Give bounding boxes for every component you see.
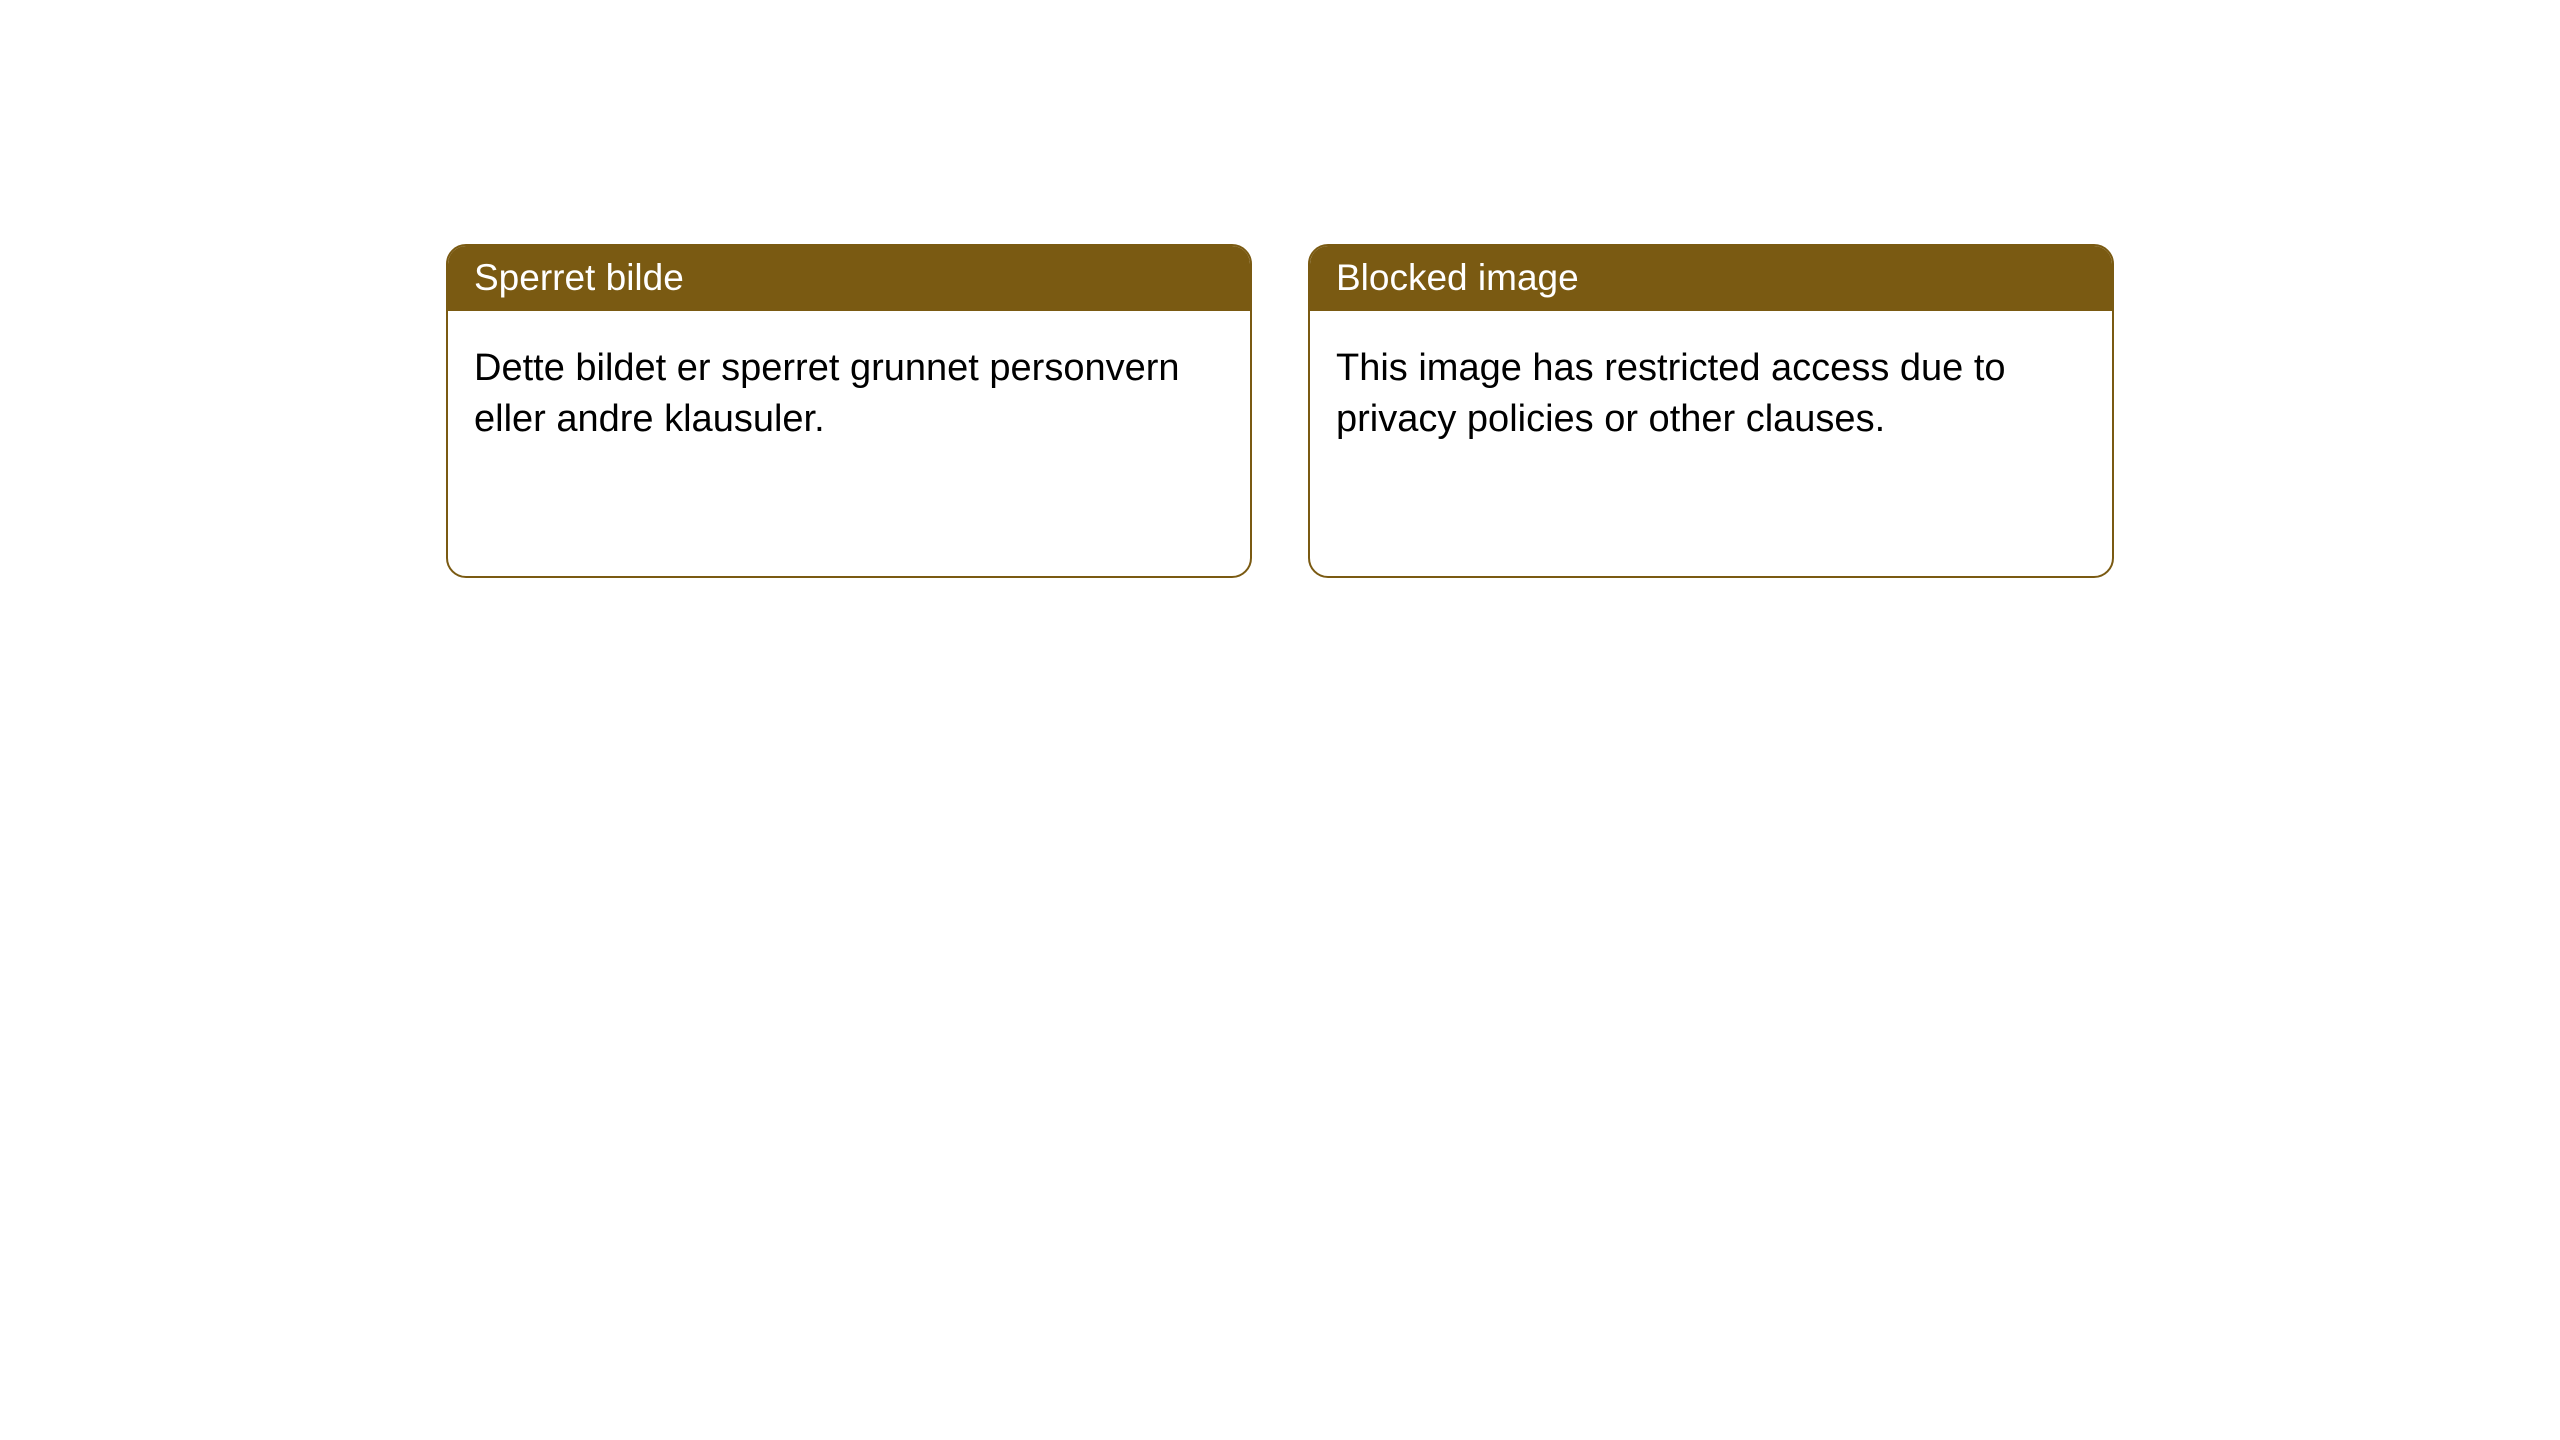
card-body-text: This image has restricted access due to … (1336, 347, 2006, 440)
card-body: Dette bildet er sperret grunnet personve… (448, 311, 1250, 472)
cards-container: Sperret bilde Dette bildet er sperret gr… (0, 0, 2560, 578)
blocked-image-card-english: Blocked image This image has restricted … (1308, 244, 2114, 578)
blocked-image-card-norwegian: Sperret bilde Dette bildet er sperret gr… (446, 244, 1252, 578)
card-body-text: Dette bildet er sperret grunnet personve… (474, 347, 1180, 440)
card-title: Sperret bilde (474, 257, 684, 298)
card-header: Blocked image (1310, 246, 2112, 311)
card-title: Blocked image (1336, 257, 1579, 298)
card-header: Sperret bilde (448, 246, 1250, 311)
card-body: This image has restricted access due to … (1310, 311, 2112, 472)
